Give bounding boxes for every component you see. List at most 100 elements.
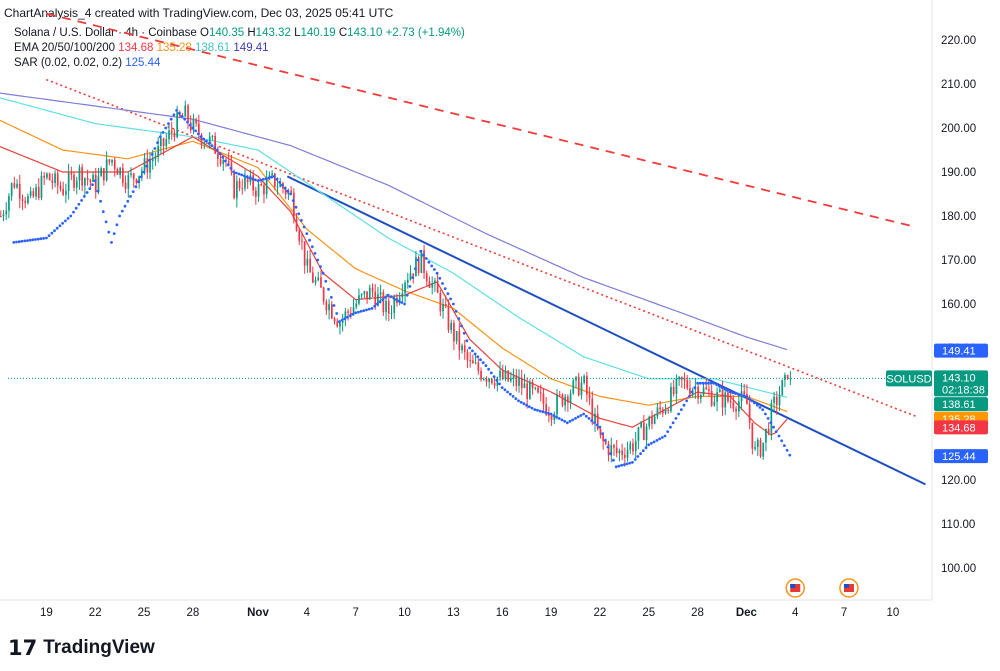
- candle-body: [187, 105, 189, 123]
- candle-body: [287, 190, 290, 195]
- x-tick-label: 19: [545, 607, 558, 619]
- candle-body: [615, 447, 618, 454]
- candle-body: [683, 379, 686, 381]
- sar-dot: [354, 311, 358, 315]
- candle-body: [550, 415, 553, 420]
- sar-dot: [753, 401, 756, 405]
- candle-body: [290, 190, 292, 193]
- sar-dot: [712, 381, 716, 385]
- sar-dot: [357, 310, 360, 314]
- sar-dot: [652, 440, 656, 444]
- candle-body: [189, 122, 192, 131]
- sar-dot: [530, 406, 534, 410]
- sar-dot: [655, 439, 659, 442]
- candle-body: [537, 387, 539, 393]
- candle-body: [138, 175, 140, 183]
- sar-dot: [449, 297, 452, 301]
- sar-dot: [639, 452, 642, 455]
- sar-dot: [351, 312, 355, 316]
- legend-ema-row[interactable]: EMA 20/50/100/200 134.68 135.28 138.61 1…: [14, 41, 465, 56]
- high-value: 143.32: [255, 27, 291, 39]
- sar-dot: [245, 175, 249, 179]
- candle-body: [453, 323, 455, 342]
- sar-dot: [601, 432, 604, 436]
- sar-dot: [476, 355, 480, 359]
- candle-body: [374, 291, 377, 306]
- candle-body: [347, 311, 349, 313]
- sar-dot: [50, 231, 54, 235]
- tradingview-branding[interactable]: 17 TradingView: [8, 636, 155, 660]
- sar-dot: [164, 126, 168, 130]
- sar-dot: [264, 177, 268, 181]
- candle-body: [265, 179, 268, 195]
- sar-dot: [205, 139, 208, 143]
- sar-dot: [788, 453, 792, 457]
- sar-dot: [93, 179, 97, 183]
- candle-body: [558, 394, 561, 396]
- sar-dots-group: [12, 109, 792, 469]
- ema-line-ema200: [0, 92, 788, 351]
- sar-dot: [660, 436, 664, 439]
- sar-dot: [329, 296, 333, 299]
- sar-dot: [126, 199, 130, 203]
- candle-body: [113, 159, 116, 170]
- candle-body: [610, 445, 613, 456]
- candle-body: [786, 374, 789, 379]
- candle-body: [529, 381, 531, 400]
- sar-dot: [297, 212, 301, 216]
- sar-dot: [283, 186, 287, 190]
- price-tag: [934, 343, 988, 358]
- candle-body: [312, 272, 314, 283]
- sar-dot: [674, 417, 678, 420]
- sar-dot: [226, 163, 230, 167]
- sar-dot: [628, 461, 632, 465]
- candle-body: [406, 279, 409, 283]
- candle-body: [78, 167, 81, 181]
- candle-body: [629, 443, 632, 450]
- sar-dot: [80, 199, 83, 202]
- sar-dot: [69, 214, 73, 218]
- candle-body: [192, 119, 195, 131]
- candle-body: [62, 188, 64, 195]
- sar-dot: [305, 232, 309, 236]
- sar-dot: [191, 126, 195, 130]
- sar-dot: [747, 397, 751, 400]
- candle-body: [670, 387, 672, 412]
- sar-dot: [85, 191, 89, 194]
- sar-dot: [15, 240, 18, 244]
- sar-dot: [96, 189, 100, 193]
- legend-sar-row[interactable]: SAR (0.02, 0.02, 0.2) 125.44: [14, 56, 465, 71]
- sar-dot: [777, 434, 781, 438]
- sar-dot: [316, 258, 320, 262]
- ema-label: EMA 20/50/100/200: [14, 42, 116, 54]
- sar-dot: [742, 394, 746, 398]
- sar-dot: [408, 285, 412, 288]
- candle-body: [10, 183, 13, 196]
- sar-dot: [112, 232, 116, 236]
- legend-symbol[interactable]: Solana / U.S. Dollar · 4h · Coinbase: [14, 27, 197, 39]
- sar-dot: [215, 148, 219, 152]
- sar-dot: [679, 408, 683, 411]
- candle-body: [591, 398, 594, 423]
- candle-body: [415, 257, 417, 277]
- candle-body: [575, 376, 577, 381]
- sar-dot: [289, 192, 292, 196]
- close-value: 143.10: [347, 27, 383, 39]
- candle-body: [621, 450, 623, 455]
- sar-dot: [72, 210, 75, 214]
- candle-body: [257, 184, 260, 197]
- sar-dot: [175, 109, 179, 112]
- sar-dot: [58, 224, 62, 228]
- x-tick-label: 10: [887, 607, 900, 619]
- sar-dot: [82, 195, 86, 198]
- candle-body: [233, 171, 235, 199]
- x-tick-label: 4: [304, 607, 311, 619]
- candle-body: [301, 240, 303, 242]
- x-tick-label: 28: [186, 607, 199, 619]
- candle-body: [279, 183, 282, 187]
- candle-body: [322, 287, 325, 302]
- sar-dot: [544, 411, 547, 414]
- candle-body: [572, 380, 575, 394]
- candle-body: [306, 258, 309, 266]
